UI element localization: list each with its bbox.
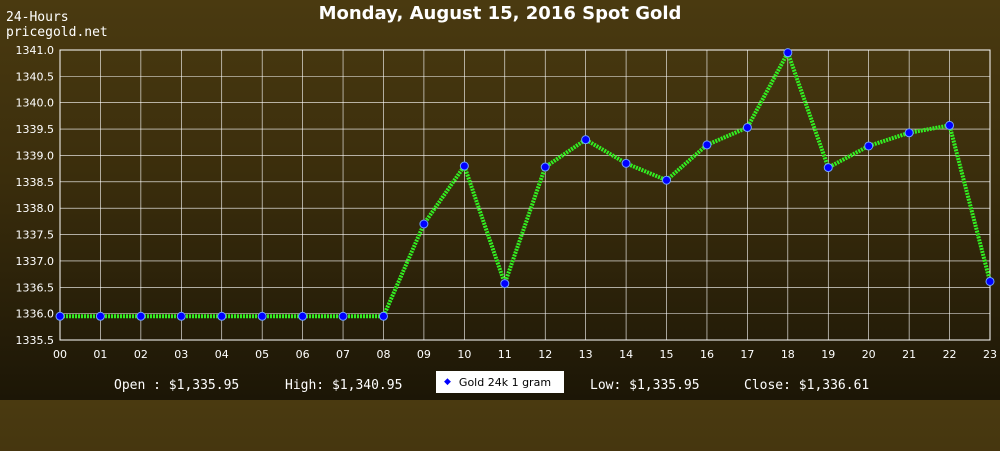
y-tick-label: 1337.5 [16,229,55,242]
x-tick-label: 06 [296,348,310,361]
chart-title: Monday, August 15, 2016 Spot Gold [318,3,682,24]
data-point [662,175,672,185]
y-tick-label: 1338.0 [16,202,55,215]
data-point [702,140,712,150]
data-point [864,141,874,151]
x-tick-label: 21 [902,348,916,361]
y-tick-label: 1336.0 [16,308,55,321]
data-point [257,311,267,321]
x-tick-label: 14 [619,348,633,361]
data-point [419,219,429,229]
x-tick-label: 10 [457,348,471,361]
y-tick-label: 1337.0 [16,255,55,268]
x-tick-label: 04 [215,348,229,361]
y-tick-label: 1339.5 [16,123,55,136]
data-point [176,311,186,321]
data-point [500,279,510,289]
x-tick-label: 19 [821,348,835,361]
x-tick-label: 00 [53,348,67,361]
data-point [945,120,955,130]
x-tick-label: 18 [781,348,795,361]
data-point [540,162,550,172]
y-tick-label: 1340.0 [16,97,55,110]
data-point [783,48,793,58]
data-point [298,311,308,321]
data-point [621,158,631,168]
data-point [459,161,469,171]
data-point [823,163,833,173]
x-tick-label: 20 [862,348,876,361]
data-point [338,311,348,321]
data-point [581,135,591,145]
y-tick-label: 1339.0 [16,149,55,162]
x-tick-label: 01 [93,348,107,361]
open-stat: Open : $1,335.95 [114,378,240,393]
data-point [95,311,105,321]
y-tick-label: 1341.0 [16,44,55,57]
plot-frame [59,49,991,341]
high-stat: High: $1,340.95 [285,378,403,393]
data-point [742,123,752,133]
x-tick-label: 12 [538,348,552,361]
x-tick-label: 07 [336,348,350,361]
axis-labels: 1335.5 1336.0 1336.5 1337.0 1337.5 1338.0 1338… [16,44,998,361]
x-tick-label: 03 [174,348,188,361]
x-tick-label: 15 [660,348,674,361]
x-tick-label: 11 [498,348,512,361]
close-stat: Close: $1,336.61 [744,378,870,393]
data-point [985,276,995,286]
x-tick-label: 17 [740,348,754,361]
grid-lines [59,49,991,341]
y-tick-label: 1340.5 [16,70,55,83]
x-tick-label: 02 [134,348,148,361]
data-point [136,311,146,321]
x-tick-label: 08 [376,348,390,361]
brand-line-2: pricegold.net [6,25,108,40]
data-point [55,311,65,321]
x-tick-label: 13 [579,348,593,361]
gold-price-chart: 1335.5 1336.0 1336.5 1337.0 1337.5 1338.0 1338… [16,44,998,361]
legend-label: Gold 24k 1 gram [458,375,552,389]
legend: ◆ Gold 24k 1 gram [436,371,564,393]
x-tick-label: 16 [700,348,714,361]
stats-bar: Open : $1,335.95 High: $1,340.95 Low: $1… [0,376,1000,396]
y-tick-label: 1336.5 [16,281,55,294]
brand-line-1: 24-Hours [6,10,69,25]
data-point [217,311,227,321]
x-tick-label: 05 [255,348,269,361]
x-tick-label: 09 [417,348,431,361]
data-point [904,128,914,138]
legend-marker-icon: ◆ [444,377,451,387]
series-gold [55,48,995,321]
x-tick-label: 23 [983,348,997,361]
y-tick-label: 1338.5 [16,176,55,189]
data-point [378,311,388,321]
y-tick-label: 1335.5 [16,334,55,347]
low-stat: Low: $1,335.95 [590,378,700,393]
brand: 24-Hours pricegold.net [6,10,108,40]
series-line [60,50,992,319]
x-tick-label: 22 [943,348,957,361]
